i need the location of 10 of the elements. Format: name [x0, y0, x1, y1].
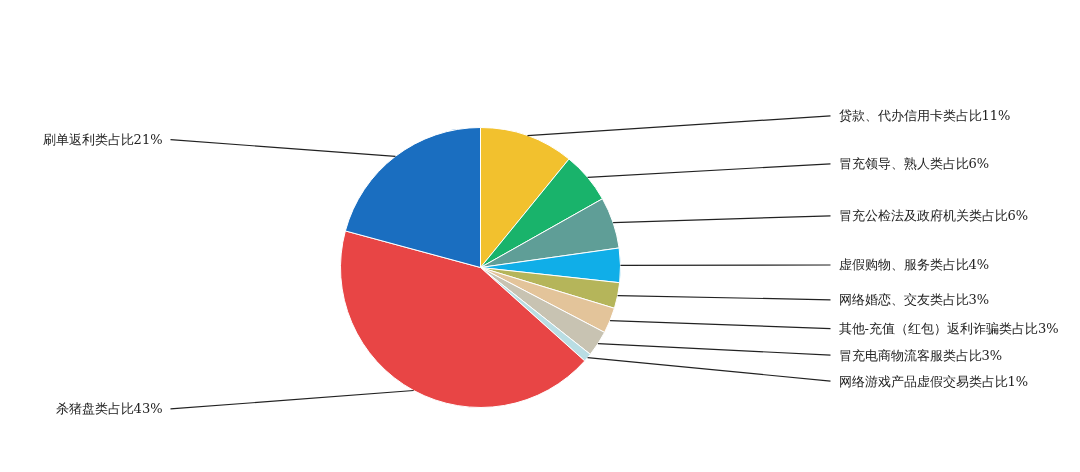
- slice-label: 冒充公检法及政府机关类占比6%: [838, 208, 1029, 224]
- slice-label: 虚假购物、服务类占比4%: [838, 257, 990, 273]
- slice-label: 贷款、代办信用卡类占比11%: [838, 108, 1011, 124]
- slice-label: 杀猪盘类占比43%: [55, 401, 163, 417]
- slice-label: 网络游戏产品虚假交易类占比1%: [838, 373, 1029, 389]
- slice-label: 网络婚恋、交友类占比3%: [838, 292, 990, 308]
- slice-label: 冒充领导、熟人类占比6%: [838, 156, 990, 172]
- slice-label: 其他-充值（红包）返利诈骗类占比3%: [838, 321, 1059, 337]
- slice-label: 刷单返利类占比21%: [42, 132, 163, 148]
- slice-label: 冒充电商物流客服类占比3%: [838, 347, 1003, 363]
